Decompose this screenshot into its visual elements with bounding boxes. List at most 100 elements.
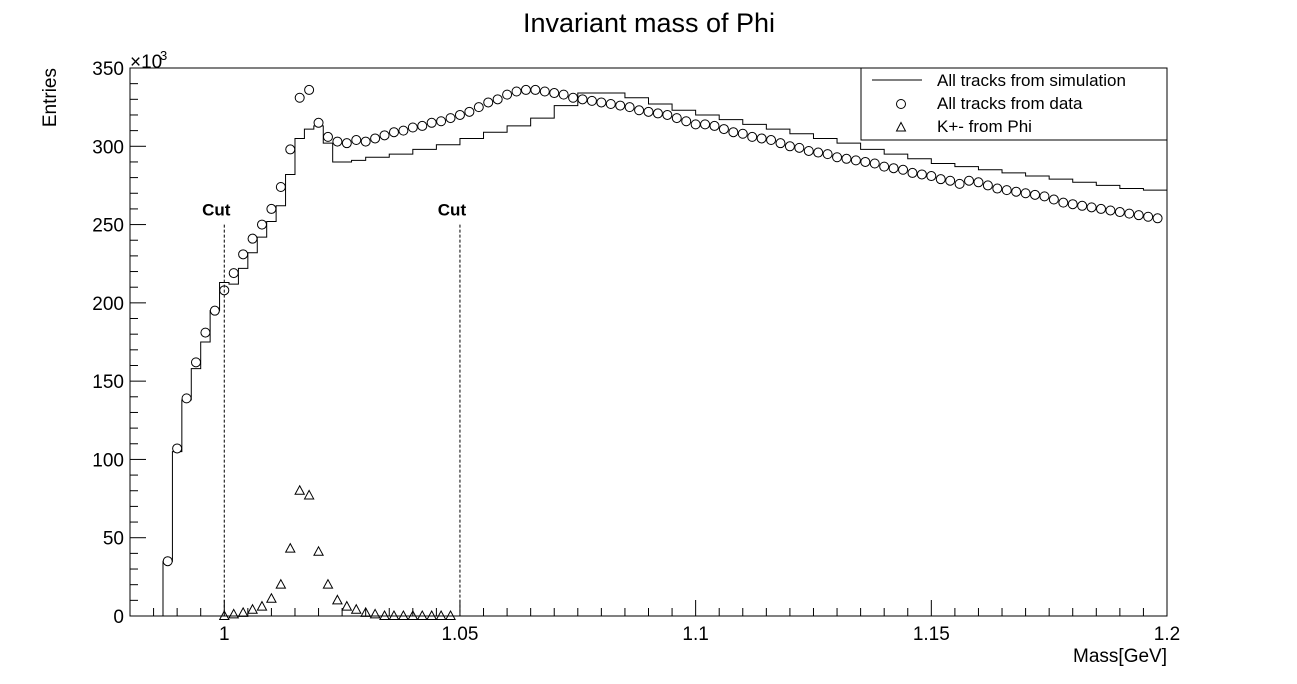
legend-label-kaons: K+- from Phi: [937, 117, 1032, 136]
data-point: [247, 233, 258, 244]
y-exponent-base: ×10: [130, 52, 162, 73]
data-point: [407, 122, 418, 133]
data-point: [417, 120, 428, 131]
data-point: [860, 156, 871, 167]
data-point: [511, 86, 522, 97]
kaon-point: [275, 578, 287, 589]
data-point: [992, 183, 1003, 194]
data-point: [586, 95, 597, 106]
data-point: [1048, 194, 1059, 205]
data-point: [784, 141, 795, 152]
data-point: [982, 180, 993, 191]
data-point: [1058, 197, 1069, 208]
y-axis-title: Entries: [40, 68, 61, 127]
kaon-point: [256, 600, 268, 611]
data-point: [1039, 191, 1050, 202]
data-point: [1001, 185, 1012, 196]
data-point: [322, 131, 333, 142]
y-tick-label: 100: [92, 450, 124, 471]
y-axis: 0 50 100 150 200 250 300 350: [92, 59, 146, 628]
data-point: [492, 94, 503, 105]
data-point: [615, 100, 626, 111]
data-point: [756, 133, 767, 144]
data-point: [172, 443, 183, 454]
kaon-point: [350, 603, 362, 614]
data-point: [690, 119, 701, 130]
data-point: [256, 219, 267, 230]
y-tick-label: 0: [113, 607, 124, 628]
x-tick-label: 1.15: [913, 624, 950, 645]
data-point: [190, 357, 201, 368]
kaon-point: [303, 489, 315, 500]
data-point: [577, 94, 588, 105]
legend-circle-marker: [896, 99, 906, 109]
data-point: [341, 138, 352, 149]
data-point: [483, 97, 494, 108]
data-point: [1020, 188, 1031, 199]
kaon-point: [313, 545, 324, 556]
data-point: [803, 145, 814, 156]
data-point: [266, 203, 277, 214]
data-point: [379, 130, 390, 141]
data-point: [945, 175, 956, 186]
data-point: [964, 175, 975, 186]
data-point: [285, 144, 296, 155]
data-point: [652, 108, 663, 119]
data-point: [445, 113, 456, 124]
data-point: [1143, 211, 1154, 222]
kaon-point: [388, 609, 400, 620]
data-point: [1011, 186, 1022, 197]
y-tick-label: 200: [92, 294, 124, 315]
kaon-point: [426, 609, 438, 620]
data-point: [162, 556, 173, 567]
data-point: [935, 174, 946, 185]
data-point: [313, 117, 324, 128]
data-point: [360, 136, 371, 147]
data-point: [1067, 199, 1078, 210]
data-point: [332, 136, 343, 147]
data-point: [596, 97, 607, 108]
data-point: [671, 113, 682, 124]
data-point: [879, 161, 890, 172]
cut-lines: Cut Cut: [202, 201, 466, 616]
data-point: [737, 128, 748, 139]
data-point: [822, 149, 833, 160]
kaon-point: [341, 600, 353, 611]
chart-title: Invariant mass of Phi: [523, 8, 775, 38]
data-point: [351, 135, 362, 146]
data-point: [181, 393, 192, 404]
data-point: [898, 164, 909, 175]
data-point: [841, 153, 852, 164]
data-point: [681, 116, 692, 127]
legend: All tracks from simulation All tracks fr…: [860, 67, 1168, 141]
data-point: [907, 167, 918, 178]
data-point: [520, 84, 531, 95]
data-point: [1152, 213, 1163, 224]
data-point: [502, 89, 513, 100]
data-point: [294, 92, 305, 103]
data-point: [1086, 202, 1097, 213]
x-axis: 1 1.05 1.1 1.15 1.2: [129, 600, 1180, 645]
x-tick-label: 1: [219, 624, 230, 645]
data-point: [558, 89, 569, 100]
data-point: [200, 327, 211, 338]
plot-area: [162, 84, 1167, 620]
data-point: [473, 102, 484, 113]
data-point: [1030, 189, 1041, 200]
y-tick-label: 50: [103, 529, 124, 550]
data-point: [766, 135, 777, 146]
data-point: [850, 155, 861, 166]
y-exponent-power: 3: [160, 48, 167, 63]
data-point: [926, 171, 937, 182]
data-point: [643, 106, 654, 117]
y-tick-label: 250: [92, 216, 124, 237]
data-point: [304, 84, 315, 95]
data-point: [916, 169, 927, 180]
x-tick-label: 1.1: [682, 624, 708, 645]
data-point: [624, 102, 635, 113]
data-point: [568, 92, 579, 103]
data-point: [1114, 207, 1125, 218]
data-point: [662, 109, 673, 120]
kaon-point: [247, 603, 258, 614]
